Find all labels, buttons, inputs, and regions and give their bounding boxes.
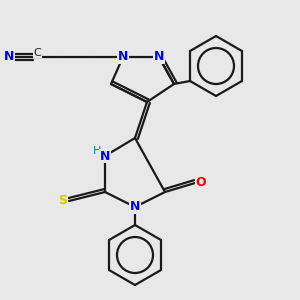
Text: N: N	[154, 50, 164, 64]
Text: O: O	[196, 176, 206, 190]
Text: N: N	[130, 200, 140, 214]
Text: S: S	[58, 194, 68, 208]
Text: N: N	[100, 149, 110, 163]
Text: H: H	[93, 146, 102, 157]
Text: C: C	[34, 47, 41, 58]
Text: N: N	[118, 50, 128, 64]
Text: N: N	[4, 50, 14, 64]
